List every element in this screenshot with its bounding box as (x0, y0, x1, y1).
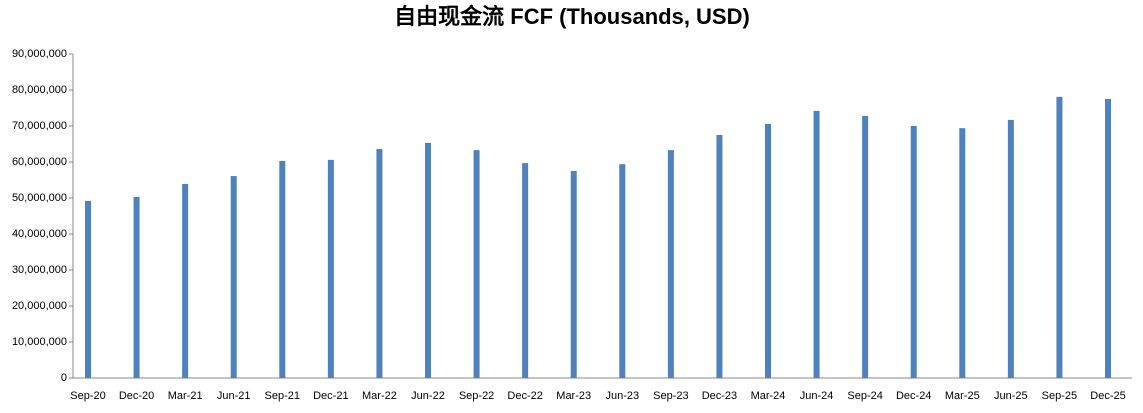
bar (1007, 119, 1014, 378)
bar (1105, 99, 1111, 378)
bar (425, 142, 431, 378)
y-tick-label: 0 (61, 372, 67, 384)
bar (473, 150, 480, 378)
x-tick-label: Jun-22 (411, 390, 445, 402)
x-tick-label: Jun-24 (800, 390, 834, 402)
y-tick-label: 50,000,000 (12, 192, 67, 204)
bar (376, 149, 383, 378)
x-tick-label: Mar-25 (945, 390, 980, 402)
bar (85, 200, 91, 378)
bar (667, 150, 674, 378)
x-tick-label: Sep-20 (70, 390, 105, 402)
bar (716, 135, 723, 378)
bar (279, 160, 286, 378)
x-tick-label: Mar-22 (362, 390, 397, 402)
bar (813, 110, 820, 378)
x-tick-label: Mar-21 (168, 390, 203, 402)
bar (327, 159, 334, 378)
x-tick-label: Jun-21 (217, 390, 251, 402)
x-tick-label: Mar-23 (556, 390, 591, 402)
x-tick-label: Sep-21 (265, 390, 300, 402)
bar (959, 128, 966, 378)
bar (862, 115, 869, 379)
bar (133, 196, 140, 378)
x-tick-label: Dec-22 (507, 390, 542, 402)
y-tick-label: 60,000,000 (12, 156, 67, 168)
chart-title: 自由现金流 FCF (Thousands, USD) (394, 4, 750, 29)
y-tick-label: 80,000,000 (12, 84, 67, 96)
bar (182, 183, 189, 378)
bar (570, 171, 577, 378)
x-tick-label: Dec-24 (896, 390, 931, 402)
x-tick-label: Sep-24 (847, 390, 882, 402)
bar (765, 123, 771, 378)
bar (522, 163, 529, 378)
x-tick-label: Dec-20 (119, 390, 154, 402)
y-tick-label: 20,000,000 (12, 300, 67, 312)
x-tick-label: Dec-21 (313, 390, 348, 402)
bar (910, 126, 917, 378)
y-tick-label: 40,000,000 (12, 228, 67, 240)
y-tick-label: 90,000,000 (12, 48, 67, 60)
x-tick-label: Dec-23 (702, 390, 737, 402)
x-tick-label: Jun-25 (994, 390, 1028, 402)
y-tick-label: 70,000,000 (12, 120, 67, 132)
x-tick-label: Sep-25 (1042, 390, 1077, 402)
x-tick-label: Dec-25 (1090, 390, 1125, 402)
bar (230, 176, 237, 378)
bar (1056, 96, 1063, 378)
x-tick-label: Sep-23 (653, 390, 688, 402)
x-tick-label: Mar-24 (751, 390, 786, 402)
y-tick-label: 10,000,000 (12, 336, 67, 348)
x-tick-label: Jun-23 (605, 390, 639, 402)
y-tick-label: 30,000,000 (12, 264, 67, 276)
x-tick-label: Sep-22 (459, 390, 494, 402)
bar (619, 164, 626, 378)
